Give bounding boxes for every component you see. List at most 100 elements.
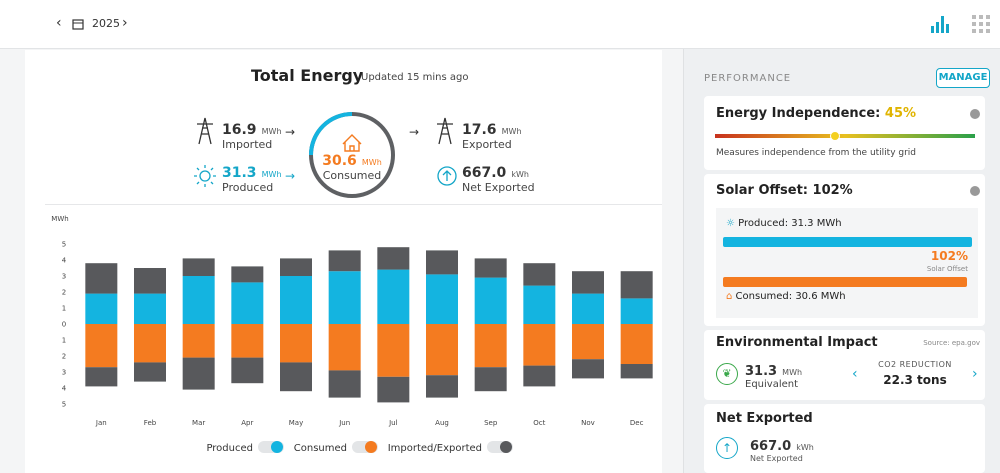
bar-segment [231,324,264,358]
consumed-unit: MWh [361,158,382,167]
bar-segment [134,324,166,363]
net-exported-card [704,404,985,473]
leaf-icon: ❦ [716,363,738,385]
produced-unit: MWh [261,170,282,179]
net-exported-stat: 667.0 kWh Net Exported [750,435,814,463]
next-year[interactable]: › [122,15,128,31]
bar-segment [523,285,556,324]
bar-segment [572,359,604,379]
bar-segment [182,357,215,390]
up-arrow-icon: ↑ [716,437,738,459]
legend-label: Produced [206,443,253,454]
x-tick-label: Jan [95,419,107,427]
net-exported-value: 667.0 [462,165,507,181]
bar-segment [377,324,410,377]
chart-view-icon[interactable] [930,14,950,34]
produced-bar [723,237,972,247]
y-tick-label: 1 [62,305,66,313]
environment-card [704,330,985,400]
y-tick-label: 0 [62,321,66,329]
prev-impact[interactable]: ‹ [852,366,858,382]
net-exported-unit: kWh [511,170,530,179]
main-title: Total Energy [251,66,364,85]
y-tick-label: 3 [62,369,66,377]
imported-stat: 16.9 MWh Imported [222,119,282,151]
info-icon[interactable] [970,109,980,119]
net-exported-title: Net Exported [716,411,813,426]
manage-button[interactable]: MANAGE [936,68,990,88]
prev-year[interactable]: ‹ [56,15,62,31]
bar-segment [620,271,653,299]
bar-segment [328,324,361,371]
svg-text:→: → [285,169,295,183]
bar-segment [474,367,507,392]
solar-consumed: ⌂ Consumed: 30.6 MWh [726,291,846,302]
x-tick-label: Feb [144,419,157,427]
bar-segment [572,271,604,294]
bar-segment [426,375,458,398]
imported-unit: MWh [261,127,282,136]
bar-segment [523,263,556,286]
bar-segment [231,357,264,384]
x-tick-label: Nov [581,419,595,427]
produced-value: 31.3 [222,165,257,181]
sidebar-net-label: Net Exported [750,454,803,463]
info-icon[interactable] [970,186,980,196]
bar-segment [474,258,507,278]
independence-title: Energy Independence: 45% [716,106,916,121]
legend-swatch [271,441,283,453]
bar-segment [280,362,312,392]
exported-value: 17.6 [462,122,497,138]
x-tick-label: May [289,419,303,427]
y-tick-label: 1 [62,337,66,345]
net-exported-label: Net Exported [462,181,535,194]
bar-segment [328,370,361,398]
bar-segment [620,324,653,364]
consumed-label: Consumed [322,169,382,182]
flow-diagram: → → → [194,112,457,198]
solar-offset-box [716,208,978,318]
svg-text:→: → [409,125,419,139]
bar-segment [426,250,458,275]
bar-segment [280,258,312,276]
x-tick-label: Jul [388,419,398,427]
exported-label: Exported [462,138,512,151]
legend-swatch [365,441,377,453]
bar-segment [85,324,118,368]
bar-segment [328,250,361,272]
environment-unit: MWh [782,368,803,377]
co2-value: 22.3 tons [883,373,947,387]
bar-segment [134,268,166,294]
bar-segment [85,293,118,324]
bar-segment [280,324,312,363]
bar-segment [377,269,410,324]
bar-segment [523,365,556,387]
y-tick-label: 5 [62,401,66,409]
solar-produced-text: Produced: 31.3 MWh [738,218,842,229]
bar-segment [523,324,556,366]
solar-offset-percent: 102% [930,249,968,263]
x-tick-label: Sep [484,419,498,427]
produced-stat: 31.3 MWh Produced [222,162,282,194]
y-axis-label: MWh [51,215,68,223]
exported-stat: 17.6 MWh Exported [462,119,522,151]
net-exported-stat: 667.0 kWh Net Exported [462,162,535,194]
solar-consumed-text: Consumed: 30.6 MWh [735,291,846,302]
sidebar-heading: PERFORMANCE [704,73,792,84]
imported-label: Imported [222,138,273,151]
energy-chart: MWh 5 4 3 2 1 0 1 2 3 4 5 Jan Feb Mar Apr May Jun Jul Aug S… [51,215,653,454]
bar-segment [231,282,264,324]
environment-source: Source: epa.gov [923,339,980,347]
bar-segment [231,266,264,283]
solar-produced: ☼ Produced: 31.3 MWh [726,218,842,229]
environment-title: Environmental Impact [716,335,878,350]
independence-label: Energy Independence: [716,106,881,121]
grid-view-icon[interactable] [971,14,991,34]
bar-segment [182,258,215,276]
next-impact[interactable]: › [972,366,978,382]
bar-segment [134,362,166,382]
y-tick-label: 4 [62,385,67,393]
independence-card [704,96,985,170]
y-tick-label: 4 [62,257,67,265]
